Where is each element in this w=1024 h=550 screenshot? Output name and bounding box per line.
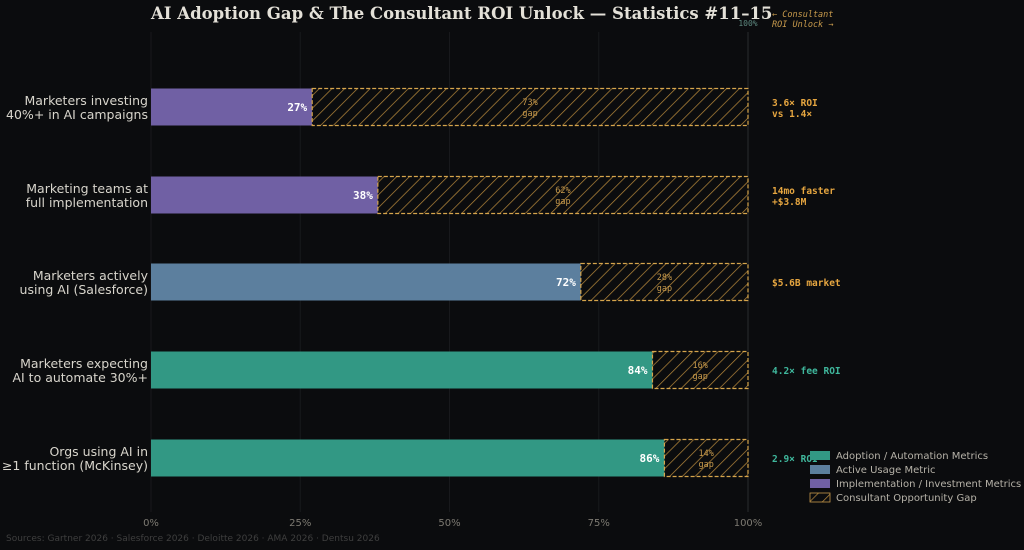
roi-note: $5.6B market <box>772 278 841 289</box>
legend-swatch <box>809 492 831 503</box>
x-tick-label: 75% <box>588 518 610 529</box>
gap-label: gap <box>555 197 570 207</box>
legend-label: Implementation / Investment Metrics <box>836 479 1021 490</box>
roi-unlock-note: ROI Unlock → <box>772 20 833 30</box>
roi-note: 4.2× fee ROI <box>772 366 841 377</box>
roi-note: vs 1.4× <box>772 109 812 120</box>
bar-gap <box>580 262 749 302</box>
x-tick-label: 0% <box>143 518 159 529</box>
x-tick-label: 100% <box>734 518 763 529</box>
category-label: Marketers actively using AI (Salesforce) <box>20 268 149 297</box>
bar-value <box>151 263 581 301</box>
legend-swatch <box>810 479 830 488</box>
source-note: Sources: Gartner 2026 · Salesforce 2026 … <box>6 534 380 544</box>
gap-label: 62% <box>555 186 570 196</box>
gap-label: 14% <box>699 449 714 459</box>
bar-value-label: 27% <box>287 101 307 114</box>
x-tick-label: 50% <box>438 518 460 529</box>
legend: Adoption / Automation Metrics Active Usag… <box>809 451 1021 504</box>
roi-note: +$3.8M <box>772 197 807 208</box>
gap-label: 16% <box>693 361 708 371</box>
gap-label: gap <box>699 460 714 470</box>
legend-label: Active Usage Metric <box>836 465 936 476</box>
gap-label: gap <box>657 284 672 294</box>
roi-unlock-note: ← Consultant <box>772 10 833 20</box>
bar-value-label: 84% <box>628 364 648 377</box>
legend-label: Adoption / Automation Metrics <box>836 451 988 462</box>
legend-swatch <box>810 465 830 474</box>
legend-label: Consultant Opportunity Gap <box>836 493 977 504</box>
bar-gap <box>663 438 749 478</box>
category-label: Marketers expecting AI to automate 30%+ <box>12 356 148 385</box>
bar-value <box>151 351 653 389</box>
roi-note: 3.6× ROI <box>772 98 818 109</box>
bar-value <box>151 176 378 214</box>
bar-gap <box>651 350 749 390</box>
bar-gap <box>377 175 749 215</box>
roi-note: 14mo faster <box>772 186 835 197</box>
gap-label: gap <box>693 372 708 382</box>
bar-value <box>151 88 313 126</box>
bar-value-label: 72% <box>556 276 576 289</box>
chart-title: AI Adoption Gap & The Consultant ROI Unl… <box>150 4 772 23</box>
legend-swatch <box>810 451 830 460</box>
category-label: Marketers investing 40%+ in AI campaigns <box>6 93 148 122</box>
bar-value-label: 38% <box>353 189 373 202</box>
bar-value-label: 86% <box>640 452 660 465</box>
category-label: Marketing teams at full implementation <box>26 181 148 210</box>
bar-value <box>151 439 665 477</box>
category-label: Orgs using AI in ≥1 function (McKinsey) <box>2 444 148 473</box>
roi-note: 2.9× ROI <box>772 454 818 465</box>
gap-label: 28% <box>657 273 672 283</box>
top-tick-label: 100% <box>738 19 757 28</box>
bar-gap <box>311 87 749 127</box>
x-tick-label: 25% <box>289 518 311 529</box>
category-labels: Marketers investing 40%+ in AI campaigns M… <box>2 93 149 473</box>
gap-label: 73% <box>522 98 537 108</box>
gap-label: gap <box>522 109 537 119</box>
